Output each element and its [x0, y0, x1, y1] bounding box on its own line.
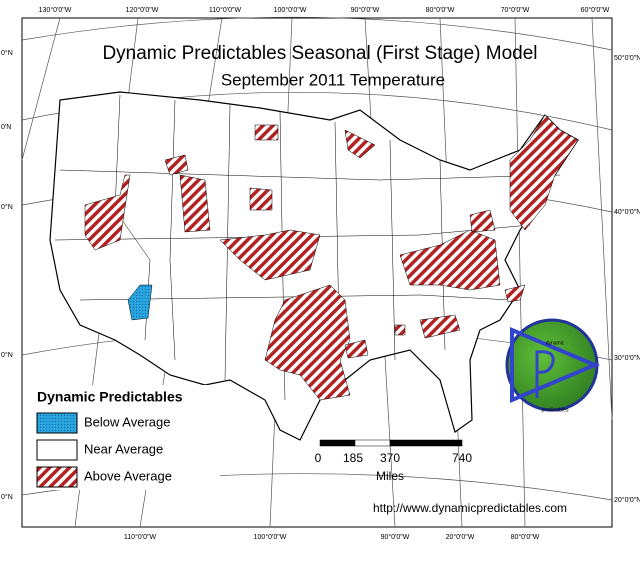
- scale-label: 370: [380, 451, 400, 465]
- scale-segment: [354, 439, 391, 447]
- graticule-label: 120°0'0"W: [126, 6, 159, 14]
- legend-label: Above Average: [84, 468, 172, 483]
- graticule-label: 80°0'0"W: [426, 6, 455, 14]
- graticule-label: 130°0'0"W: [39, 6, 72, 14]
- logo-text: dynamic: [546, 340, 565, 346]
- title: Dynamic Predictables Seasonal (First Sta…: [102, 43, 537, 64]
- graticule-label: 30°0'0"N: [614, 354, 640, 362]
- graticule-label: 0'N: [1, 124, 11, 131]
- graticule-label: 50°0'0"N: [614, 54, 640, 62]
- graticule-label: 20°0'0"W: [446, 533, 475, 541]
- scale-label: 740: [452, 451, 472, 465]
- scale-segment: [389, 439, 463, 447]
- url: http://www.dynamicpredictables.com: [373, 501, 567, 515]
- legend-swatch: [36, 439, 78, 461]
- legend-label: Below Average: [84, 414, 171, 429]
- scale-label: 185: [343, 451, 363, 465]
- graticule-label: 110°0'0"W: [124, 533, 157, 541]
- graticule-label: 0°N: [1, 493, 13, 501]
- legend-swatch: [36, 466, 78, 488]
- legend-title: Dynamic Predictables: [37, 389, 183, 405]
- us-map: [49, 91, 579, 441]
- scale-label: 0: [315, 451, 322, 465]
- graticule-label: 60°0'0"W: [581, 6, 610, 14]
- graticule-label: 20°0'0"N: [614, 496, 640, 504]
- graticule-label: 90°0'0"W: [351, 6, 380, 14]
- graticule-label: 100°0'0"W: [254, 533, 287, 541]
- graticule-label: 90°0'0"W: [381, 533, 410, 541]
- graticule-label: 0°N: [1, 203, 13, 211]
- legend-label: Near Average: [84, 441, 163, 456]
- graticule-label: 0°N: [1, 49, 13, 57]
- logo: dynamic predictables: [505, 318, 601, 413]
- legend: Dynamic Predictables Below Average Near A…: [30, 385, 220, 490]
- logo-text: predictables: [542, 407, 569, 413]
- scale-bar: 0 185 370 740 Miles: [315, 439, 472, 483]
- graticule-label: 40°0'0"N: [614, 208, 640, 216]
- scale-unit: Miles: [376, 469, 404, 483]
- graticule-label: 110°0'0"W: [209, 6, 242, 14]
- legend-swatch: [36, 412, 78, 434]
- subtitle: September 2011 Temperature: [221, 70, 445, 89]
- graticule-label: 0°N: [1, 351, 13, 359]
- graticule-label: 80°0'0"W: [511, 533, 540, 541]
- graticule-label: 100°0'0"W: [274, 6, 307, 14]
- graticule-label: 70°0'0"W: [501, 6, 530, 14]
- scale-segment: [319, 439, 356, 447]
- below-average-region: [127, 284, 153, 321]
